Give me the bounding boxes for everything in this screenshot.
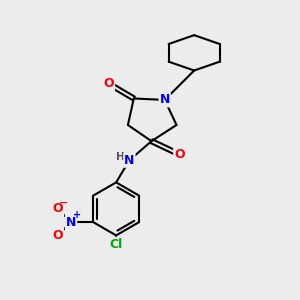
Text: N: N [160, 93, 170, 106]
Text: Cl: Cl [110, 238, 123, 251]
Text: −: − [59, 198, 68, 208]
Text: N: N [124, 154, 135, 167]
Text: H: H [116, 152, 124, 162]
Text: O: O [52, 202, 63, 215]
Text: N: N [66, 216, 76, 229]
Text: O: O [174, 148, 185, 161]
Text: +: + [73, 210, 81, 220]
Text: O: O [103, 77, 114, 90]
Text: O: O [52, 229, 63, 242]
